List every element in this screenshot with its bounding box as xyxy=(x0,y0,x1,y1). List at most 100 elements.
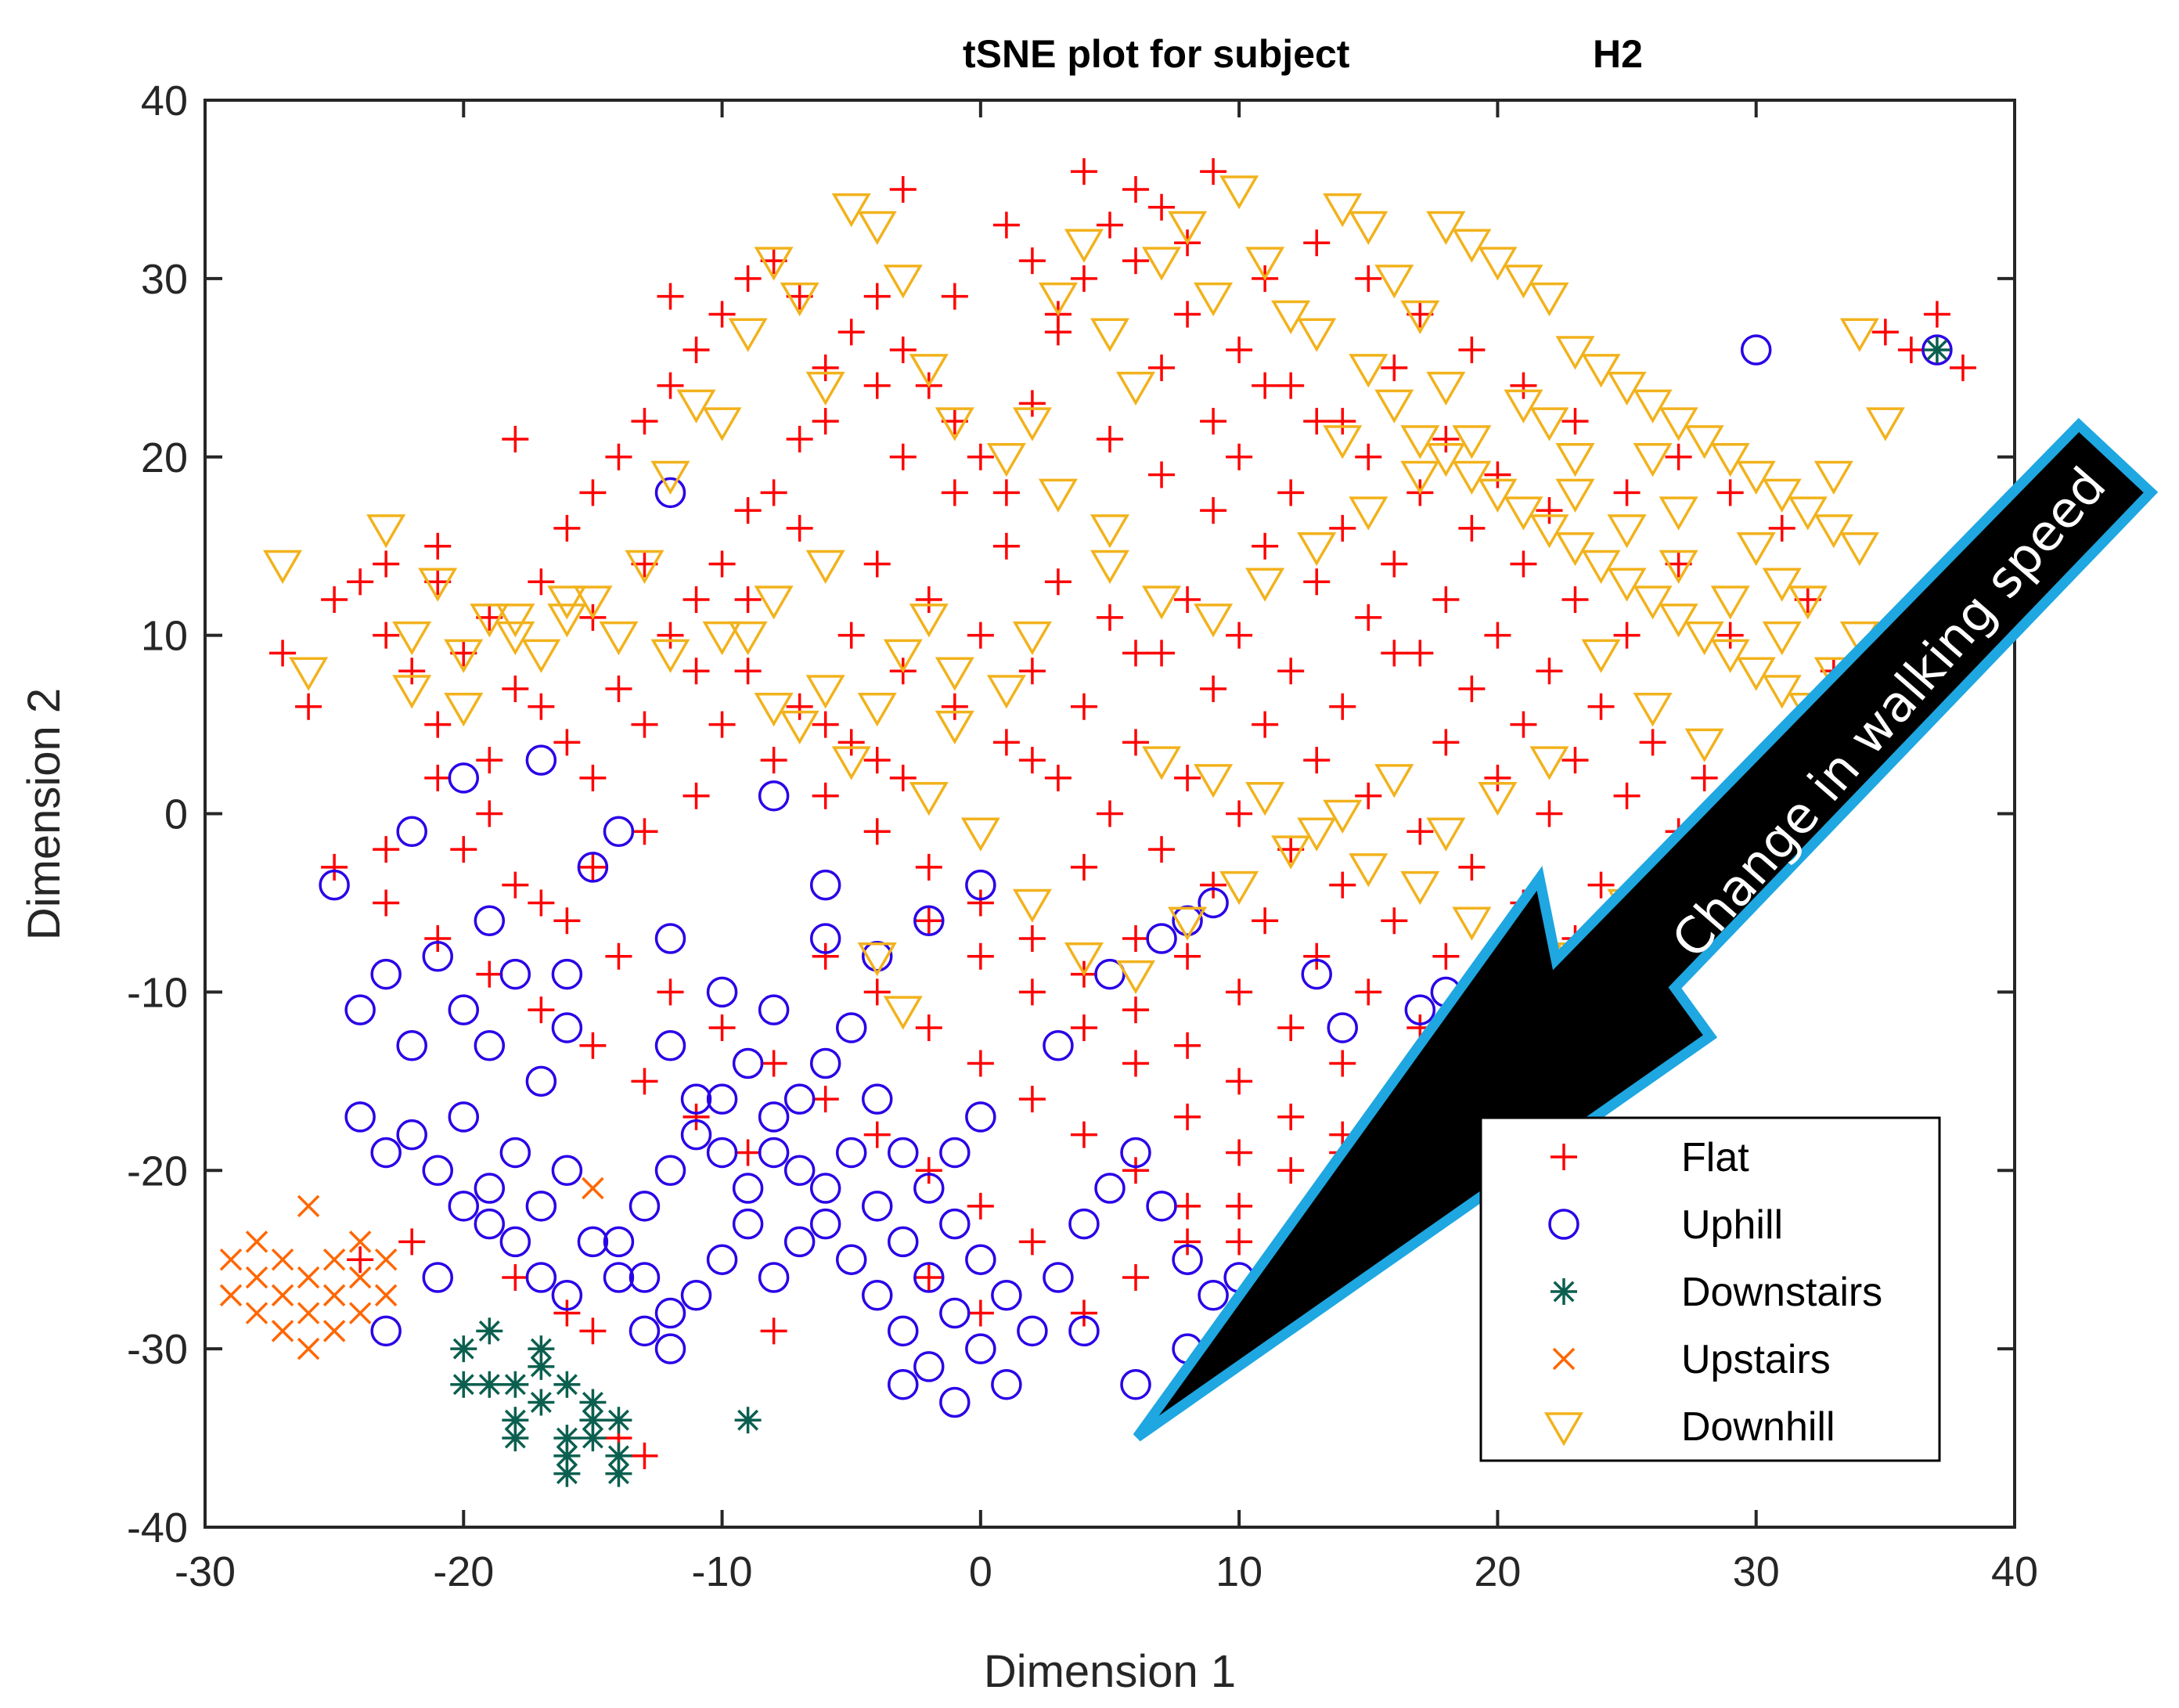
flat-point xyxy=(760,747,787,774)
series-upstairs xyxy=(219,1177,604,1360)
uphill-point xyxy=(1017,1315,1048,1347)
flat-point xyxy=(502,1263,529,1291)
downhill-point xyxy=(1038,282,1078,317)
flat-point xyxy=(1458,853,1486,881)
flat-point xyxy=(1122,925,1150,953)
flat-point xyxy=(1148,836,1176,863)
flat-point xyxy=(1097,211,1123,239)
downhill-point xyxy=(1555,443,1595,477)
flat-point xyxy=(1018,747,1046,774)
legend-marker-downhill xyxy=(1543,1412,1584,1447)
flat-point xyxy=(528,889,555,917)
flat-point xyxy=(1432,729,1460,756)
uphill-point xyxy=(1146,923,1177,954)
flat-point xyxy=(734,497,762,524)
flat-point xyxy=(1200,408,1227,435)
flat-point xyxy=(1277,1103,1305,1130)
downstairs-point xyxy=(605,1460,632,1487)
flat-point xyxy=(321,853,348,881)
flat-point xyxy=(915,1157,942,1184)
flat-point xyxy=(528,693,555,720)
flat-point xyxy=(1200,871,1227,899)
flat-point xyxy=(863,283,891,310)
flat-point xyxy=(760,1050,787,1077)
downhill-point xyxy=(1194,604,1234,638)
flat-point xyxy=(1277,1157,1305,1184)
uphill-point xyxy=(1068,1315,1100,1347)
flat-point xyxy=(1613,782,1641,809)
flat-point xyxy=(1148,640,1176,667)
uphill-point xyxy=(1094,1173,1126,1204)
flat-point xyxy=(889,764,917,791)
uphill-point xyxy=(654,923,686,954)
uphill-point xyxy=(319,869,350,901)
flat-point xyxy=(1484,764,1511,791)
flat-point xyxy=(915,907,942,935)
downhill-point xyxy=(805,371,845,406)
uphill-point xyxy=(888,1226,919,1258)
flat-point xyxy=(915,1263,942,1291)
downhill-point xyxy=(883,996,923,1030)
uphill-point xyxy=(888,1315,919,1347)
flat-point xyxy=(1510,550,1537,578)
uphill-point xyxy=(939,1386,971,1418)
flat-point xyxy=(1303,942,1331,970)
downstairs-point xyxy=(605,1407,632,1434)
uphill-point xyxy=(525,1065,557,1097)
downhill-point xyxy=(1426,211,1466,246)
flat-point xyxy=(1097,425,1123,452)
downhill-point xyxy=(547,604,587,638)
uphill-point xyxy=(628,1315,661,1347)
flat-point xyxy=(863,978,891,1006)
legend-item-upstairs: Upstairs xyxy=(1552,1337,1831,1382)
downstairs-point xyxy=(450,1371,477,1398)
flat-point xyxy=(398,658,426,685)
downhill-point xyxy=(521,639,561,673)
uphill-point xyxy=(1120,1137,1151,1169)
flat-point xyxy=(1226,1139,1253,1166)
y-tick-label: -40 xyxy=(127,1504,188,1551)
downhill-point xyxy=(1349,853,1388,888)
downhill-point xyxy=(1374,265,1414,299)
flat-point xyxy=(528,996,555,1024)
downhill-point xyxy=(1323,799,1363,834)
uphill-point xyxy=(758,1262,790,1293)
downhill-point xyxy=(1529,746,1569,780)
uphill-point xyxy=(706,1137,738,1169)
flat-point xyxy=(1406,818,1434,845)
flat-point xyxy=(812,354,839,381)
downstairs-point xyxy=(579,1389,607,1416)
downhill-point xyxy=(1633,586,1673,620)
flat-point xyxy=(967,1192,994,1220)
uphill-point xyxy=(835,1012,867,1043)
upstairs-point xyxy=(219,1248,243,1271)
flat-point xyxy=(1174,1103,1201,1130)
flat-point xyxy=(863,1121,891,1148)
upstairs-point xyxy=(245,1302,268,1324)
flat-point xyxy=(786,514,813,542)
flat-point xyxy=(1510,711,1537,738)
uphill-point xyxy=(1301,958,1332,990)
flat-point xyxy=(1432,942,1460,970)
uphill-point xyxy=(809,1047,841,1079)
downhill-point xyxy=(1762,568,1802,602)
uphill-point xyxy=(732,1173,764,1204)
uphill-point xyxy=(474,1029,506,1061)
uphill-point xyxy=(1068,1208,1100,1240)
flat-point xyxy=(1639,729,1666,756)
downhill-point xyxy=(831,746,871,780)
flat-point xyxy=(1044,568,1071,596)
flat-point xyxy=(734,586,762,614)
x-tick-label: -30 xyxy=(175,1548,236,1595)
uphill-point xyxy=(1198,1280,1229,1311)
uphill-point xyxy=(706,1244,738,1275)
downhill-point xyxy=(883,265,923,299)
uphill-point xyxy=(861,1191,893,1222)
downhill-point xyxy=(1271,835,1311,870)
flat-point xyxy=(1148,354,1176,381)
flat-point xyxy=(812,711,839,738)
flat-point xyxy=(708,711,736,738)
flat-point xyxy=(1484,622,1511,649)
downhill-point xyxy=(1374,764,1414,798)
